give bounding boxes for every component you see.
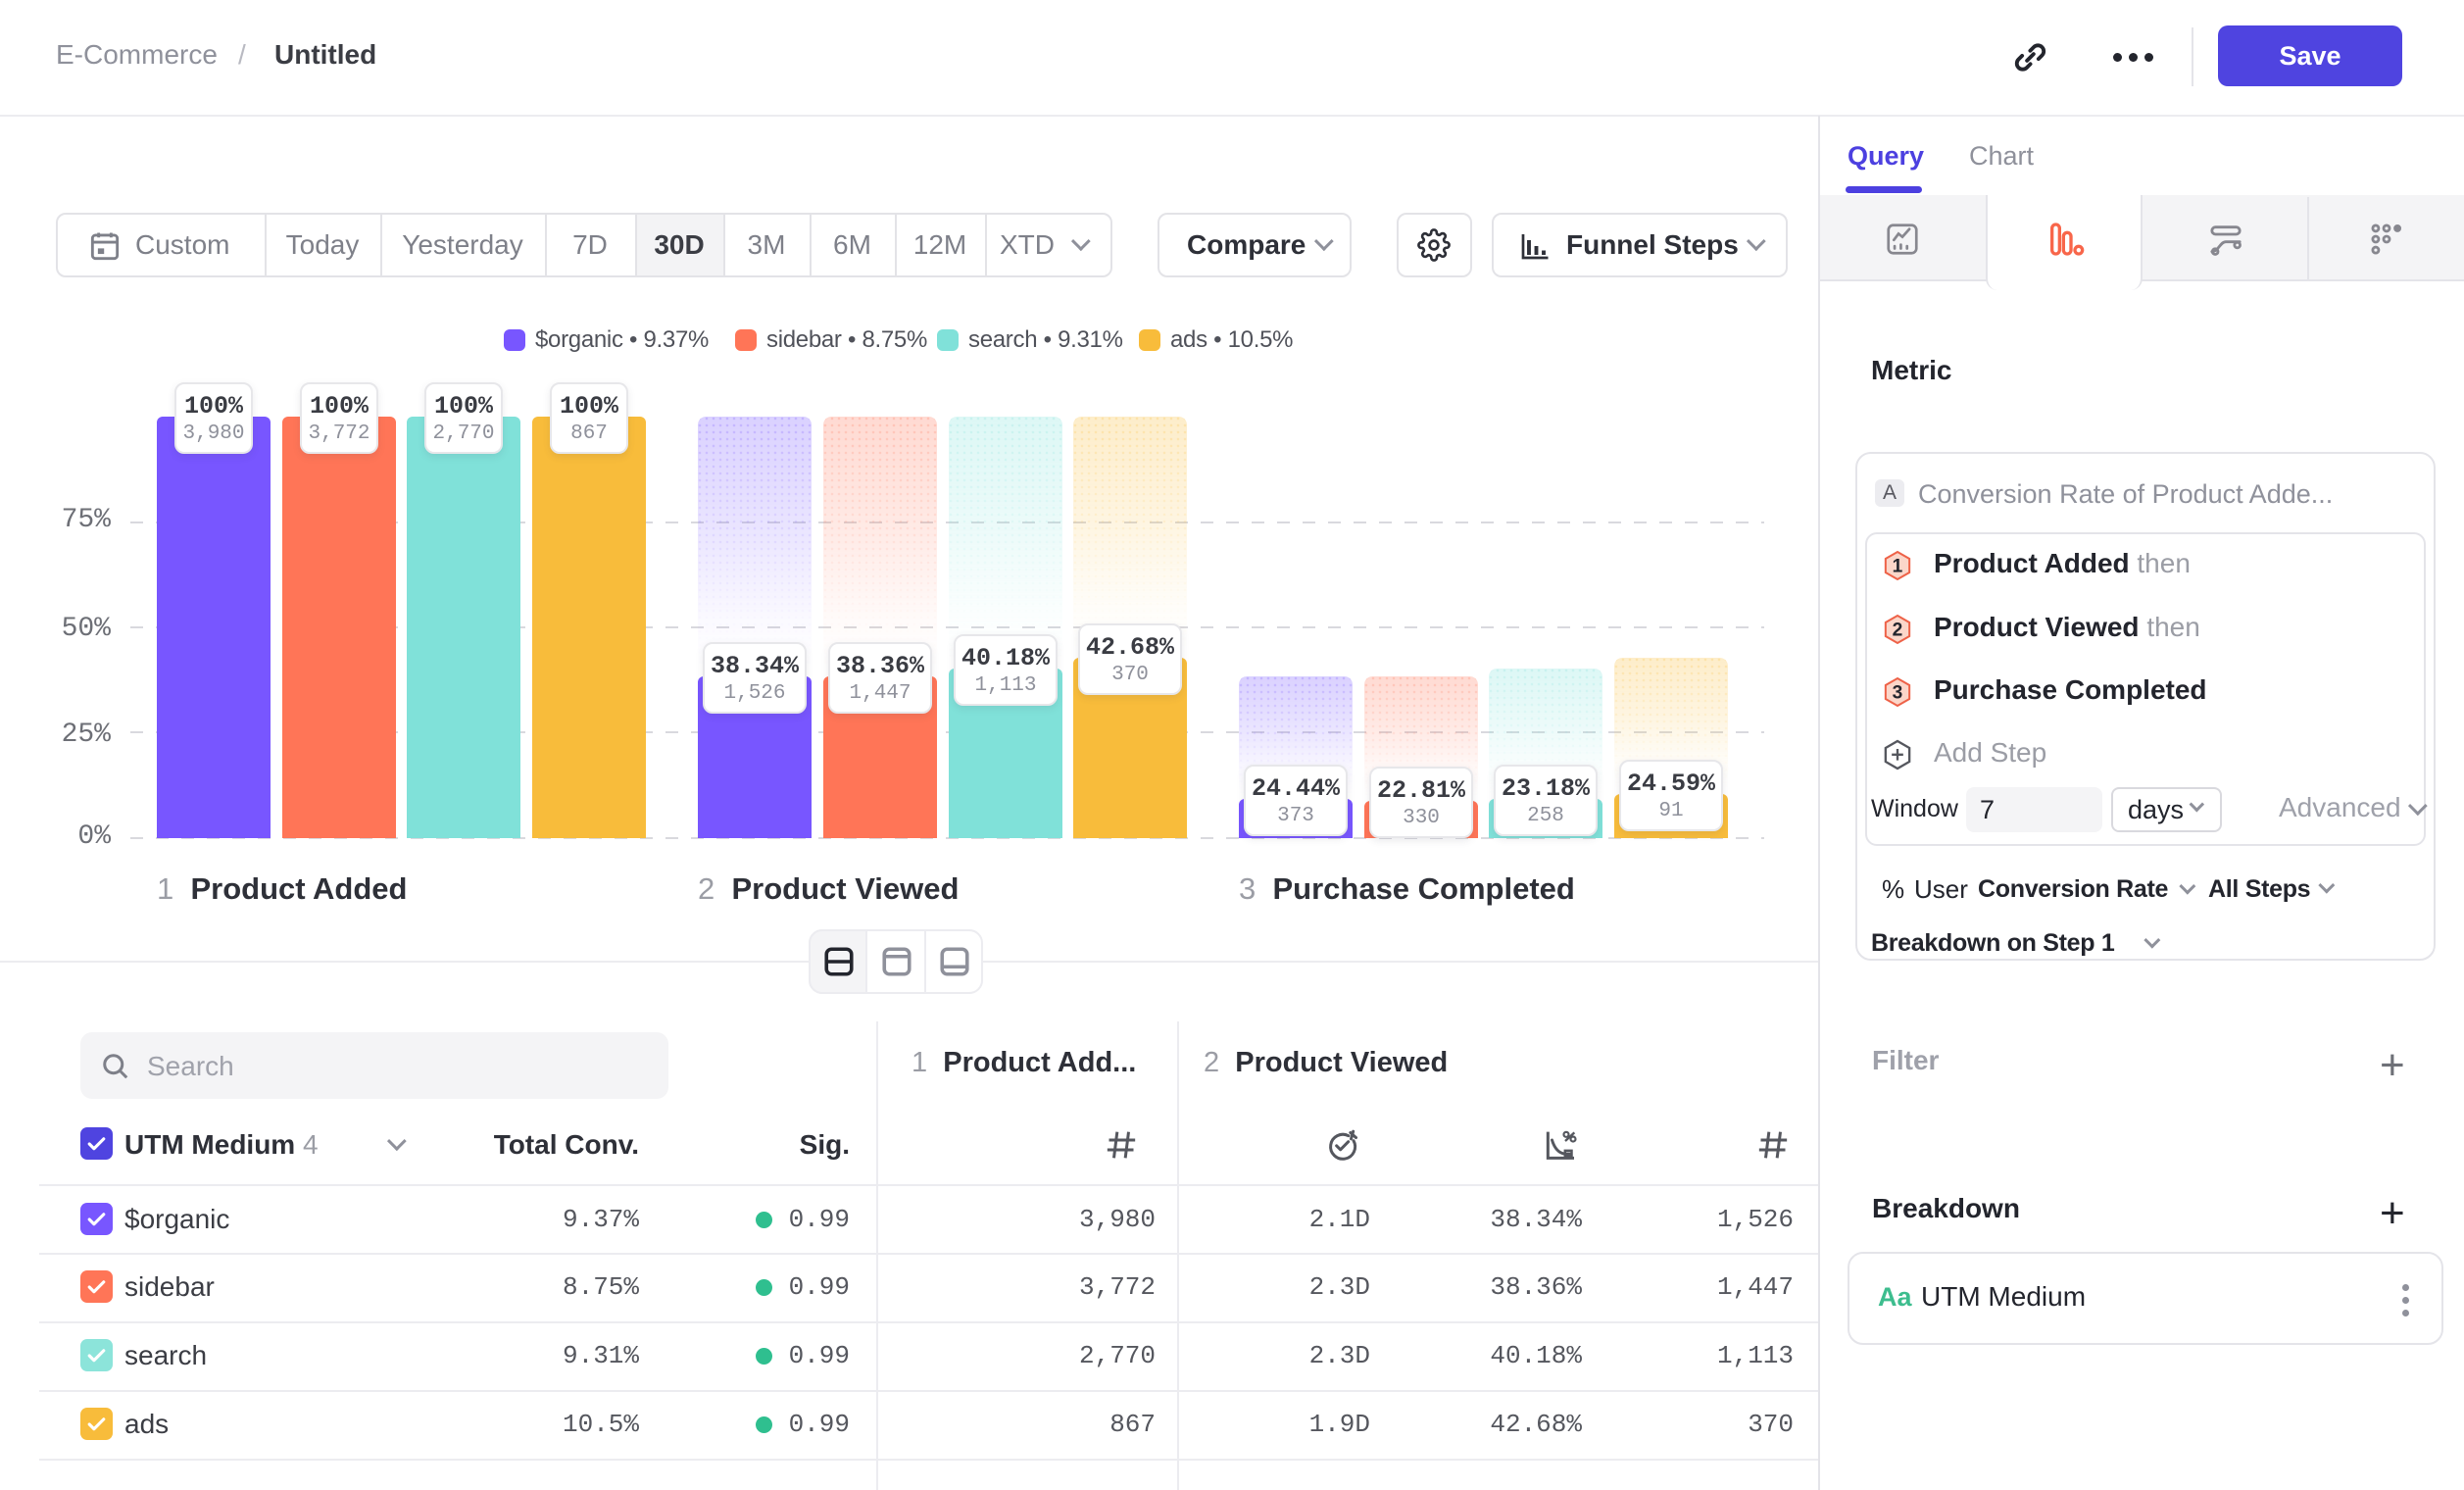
svg-text:2: 2 — [1893, 621, 1903, 641]
svg-text:3: 3 — [1893, 683, 1903, 704]
svg-text:1: 1 — [1893, 557, 1903, 577]
